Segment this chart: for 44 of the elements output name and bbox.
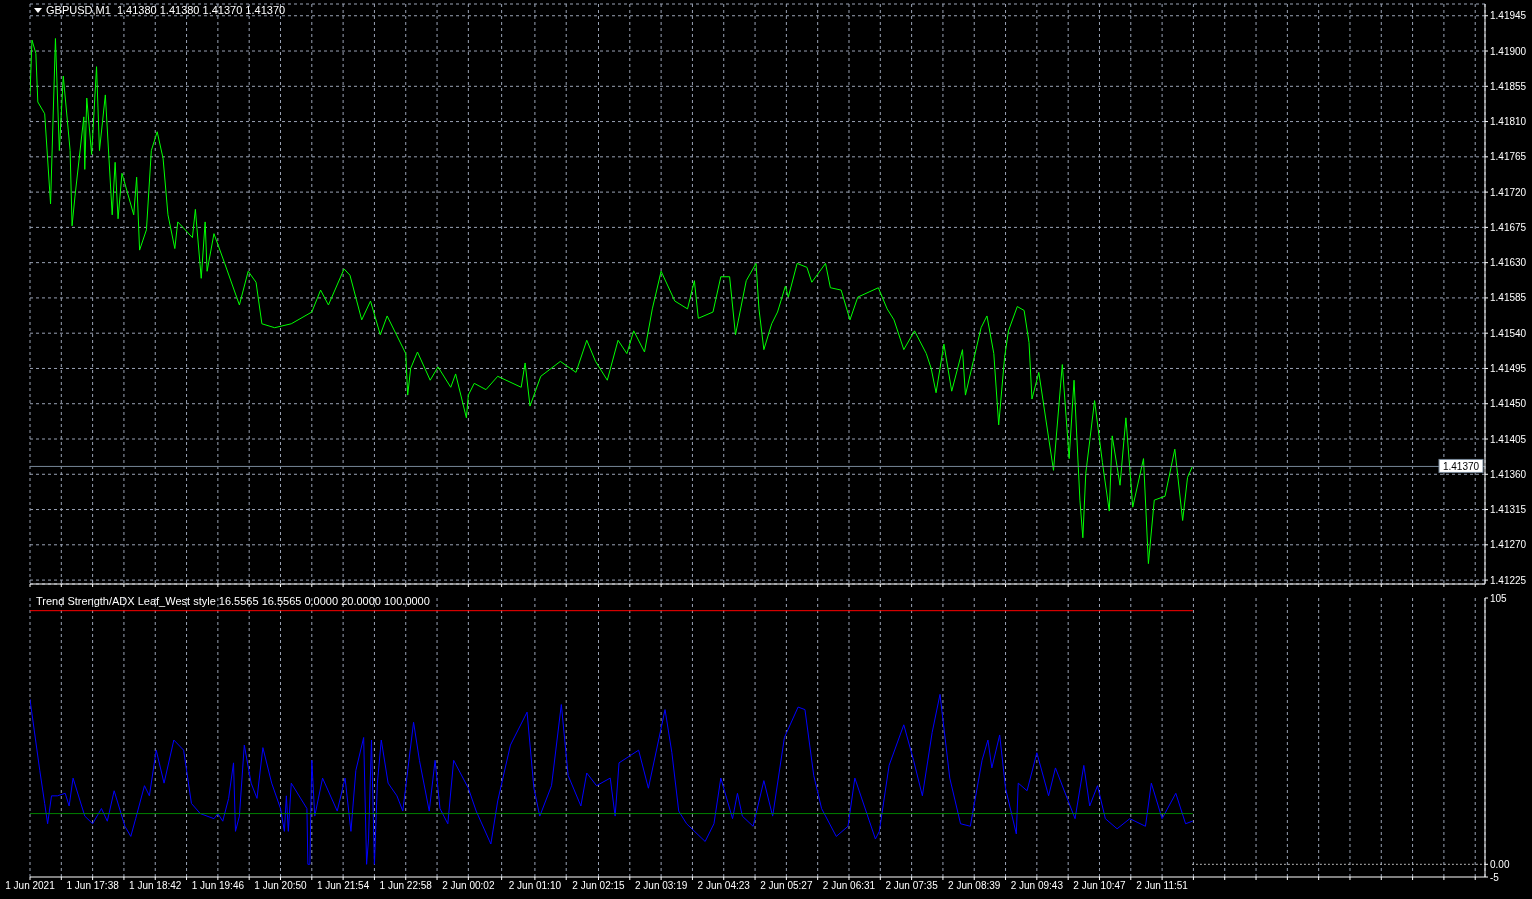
y-tick-label: 1.41405 <box>1490 433 1527 445</box>
y-tick-label: 1.41855 <box>1490 80 1527 92</box>
y-tick-label: 1.41315 <box>1490 504 1527 516</box>
x-tick-label: 2 Jun 06:31 <box>822 880 876 892</box>
y-tick-label: 1.41630 <box>1490 257 1527 269</box>
y-tick-label: 1.41360 <box>1490 468 1527 480</box>
x-tick-label: 2 Jun 00:02 <box>442 880 495 892</box>
y-tick-label: -5 <box>1490 871 1500 883</box>
x-tick-label: 1 Jun 19:46 <box>191 880 245 892</box>
x-tick-label: 2 Jun 02:15 <box>572 880 626 892</box>
x-tick-label: 2 Jun 07:35 <box>885 880 939 892</box>
chart-title: GBPUSD,M1 1.41380 1.41380 1.41370 1.41370 <box>46 4 286 17</box>
x-tick-label: 2 Jun 11:51 <box>1136 880 1189 892</box>
y-tick-label: 1.41270 <box>1490 539 1527 551</box>
x-tick-label: 2 Jun 05:27 <box>760 880 813 892</box>
ref-line-label: 1.41370 <box>1442 460 1480 472</box>
x-tick-label: 1 Jun 21:54 <box>316 880 370 892</box>
line-series <box>30 37 1193 565</box>
chart-title: Trend Strength/ADX Leaf_West style 16.5565 16.5565 0.0000 20.0000 100.0000 <box>36 595 430 608</box>
x-tick-label: 2 Jun 03:19 <box>634 880 688 892</box>
y-tick-label: 0.00 <box>1490 858 1510 870</box>
x-tick-label: 2 Jun 04:23 <box>697 880 751 892</box>
x-tick-label: 1 Jun 17:38 <box>66 880 120 892</box>
x-tick-label: 1 Jun 20:50 <box>254 880 308 892</box>
y-tick-label: 1.41540 <box>1490 327 1527 339</box>
y-tick-label: 1.41900 <box>1490 45 1527 57</box>
x-tick-label: 1 Jun 18:42 <box>129 880 182 892</box>
x-tick-label: 2 Jun 01:10 <box>508 880 562 892</box>
x-tick-label: 1 Jun 22:58 <box>379 880 433 892</box>
y-tick-label: 1.41675 <box>1490 221 1527 233</box>
line-series <box>30 693 1193 865</box>
x-tick-label: 2 Jun 10:47 <box>1073 880 1127 892</box>
y-tick-label: 1.41495 <box>1490 363 1527 375</box>
x-tick-label: 1 Jun 2021 <box>5 880 56 892</box>
y-tick-label: 1.41945 <box>1490 10 1527 22</box>
y-tick-label: 1.41450 <box>1490 398 1527 410</box>
y-tick-label: 1.41585 <box>1490 292 1527 304</box>
x-tick-label: 2 Jun 08:39 <box>948 880 1001 892</box>
y-tick-label: 1.41810 <box>1490 116 1527 128</box>
y-tick-label: 1.41765 <box>1490 151 1527 163</box>
y-tick-label: 105 <box>1490 592 1508 604</box>
y-tick-label: 1.41225 <box>1490 574 1527 586</box>
y-tick-label: 1.41720 <box>1490 186 1527 198</box>
x-tick-label: 2 Jun 09:43 <box>1010 880 1064 892</box>
